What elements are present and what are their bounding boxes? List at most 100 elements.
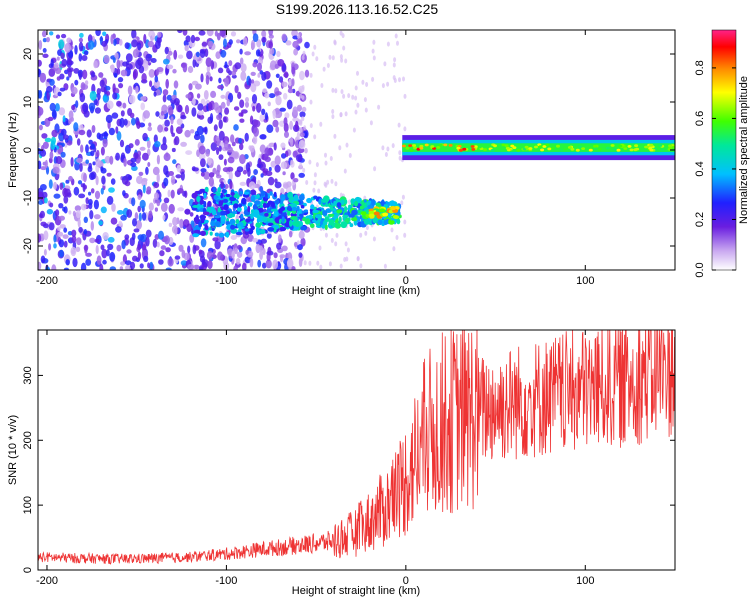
heatmap-cell — [306, 197, 313, 204]
colorbar: 0.0 0.2 0.4 0.6 0.8 Normalized spectral ampl… — [694, 29, 750, 278]
heatmap-cell — [333, 214, 338, 220]
heatmap-cell — [214, 232, 219, 237]
heatmap-cell — [102, 31, 107, 37]
heatmap-cell — [605, 146, 610, 150]
heatmap-cell — [277, 234, 282, 243]
heatmap-cell — [78, 129, 86, 136]
heatmap-cell — [204, 186, 209, 193]
heatmap-cell — [100, 146, 105, 156]
heatmap-cell — [346, 247, 350, 253]
snr-y-tick-label: 300 — [22, 366, 34, 384]
heatmap-cell — [63, 206, 68, 214]
heatmap-cell — [115, 226, 122, 233]
heatmap-cell — [233, 265, 238, 270]
heatmap-cell — [209, 113, 214, 123]
heatmap-cell — [207, 40, 214, 48]
heatmap-cell — [59, 73, 65, 80]
heatmap-cell — [259, 134, 267, 140]
heatmap-cell — [203, 90, 209, 100]
heatmap-cell — [347, 93, 351, 99]
heatmap-cell — [368, 210, 375, 215]
heatmap-cell — [53, 193, 61, 199]
heatmap-cell — [40, 166, 47, 171]
heatmap-cell — [287, 205, 291, 211]
heatmap-cell — [403, 126, 407, 132]
heatmap-cell — [250, 195, 256, 202]
heatmap-cell — [198, 249, 203, 255]
heatmap-cell — [148, 210, 153, 219]
heatmap-cell — [195, 51, 200, 58]
heatmap-cell — [241, 197, 247, 205]
heatmap-cell — [160, 245, 167, 250]
heatmap-cell — [334, 181, 338, 187]
heatmap-cell — [88, 139, 93, 145]
heatmap-cell — [313, 180, 317, 186]
heatmap-cell — [180, 171, 185, 181]
heatmap-cell — [116, 210, 124, 215]
heatmap-cell — [84, 80, 89, 86]
snr-panel: -200 -100 0 100 0 100 200 300 Height of straig… — [7, 329, 676, 597]
heatmap-cell — [59, 224, 66, 229]
colorbar-tick-label: 0.4 — [694, 161, 706, 176]
heatmap-cell — [172, 68, 177, 74]
heatmap-cell — [200, 230, 207, 236]
heatmap-cell — [208, 172, 215, 178]
heatmap-cell — [344, 241, 348, 247]
heatmap-cell — [318, 199, 322, 205]
heatmap-cell — [231, 70, 237, 76]
heatmap-cell — [272, 259, 279, 270]
heatmap-cell — [55, 156, 63, 165]
heatmap-cell — [250, 225, 255, 231]
heatmap-cell — [293, 48, 298, 56]
heatmap-cell — [75, 209, 81, 219]
heatmap-cell — [93, 199, 99, 210]
heatmap-cell — [62, 115, 66, 123]
heatmap-cell — [462, 147, 467, 151]
heatmap-cell — [58, 203, 64, 209]
heatmap-cell — [145, 166, 149, 175]
heatmap-cell — [219, 30, 226, 37]
heatmap-cell — [330, 178, 334, 184]
heatmap-cell — [73, 68, 80, 74]
heatmap-cell — [151, 32, 156, 39]
heatmap-cell — [315, 162, 319, 168]
heatmap-cell — [232, 151, 240, 160]
heatmap-cell — [197, 110, 204, 116]
heatmap-cell — [63, 195, 69, 204]
heatmap-cell — [138, 171, 144, 176]
heatmap-cell — [111, 203, 116, 212]
heatmap-cell — [162, 89, 169, 96]
heatmap-cell — [322, 210, 328, 216]
heatmap-cell — [293, 178, 299, 183]
heatmap-cell — [191, 107, 197, 117]
heatmap-cell — [282, 183, 289, 189]
heatmap-cell — [312, 187, 316, 193]
heatmap-cell — [78, 71, 83, 80]
heatmap-cell — [204, 224, 209, 231]
heatmap-cell — [217, 67, 224, 74]
heatmap-cell — [193, 133, 201, 141]
heatmap-cell — [104, 155, 111, 164]
heatmap-cell — [324, 224, 328, 231]
heatmap-cell — [289, 120, 293, 130]
heatmap-cell — [61, 128, 67, 136]
heatmap-cell — [254, 200, 261, 205]
colorbar-gradient — [711, 29, 737, 271]
heatmap-cell — [266, 208, 271, 213]
heatmap-cell — [222, 167, 230, 173]
heatmap-cell — [275, 73, 280, 79]
heatmap-cell — [242, 262, 247, 270]
heatmap-cell — [409, 149, 414, 152]
heatmap-cell — [382, 212, 389, 217]
heatmap-cell — [76, 138, 81, 146]
heatmap-cell — [255, 49, 261, 57]
heatmap-cell — [115, 126, 119, 134]
heatmap-cell — [239, 181, 247, 186]
heatmap-cell — [142, 152, 149, 161]
heatmap-cell — [156, 199, 161, 207]
heatmap-cell — [213, 215, 221, 219]
heatmap-cell — [116, 100, 122, 107]
heatmap-cell — [319, 121, 323, 127]
heatmap-cell — [203, 192, 207, 199]
heatmap-cell — [334, 241, 338, 247]
